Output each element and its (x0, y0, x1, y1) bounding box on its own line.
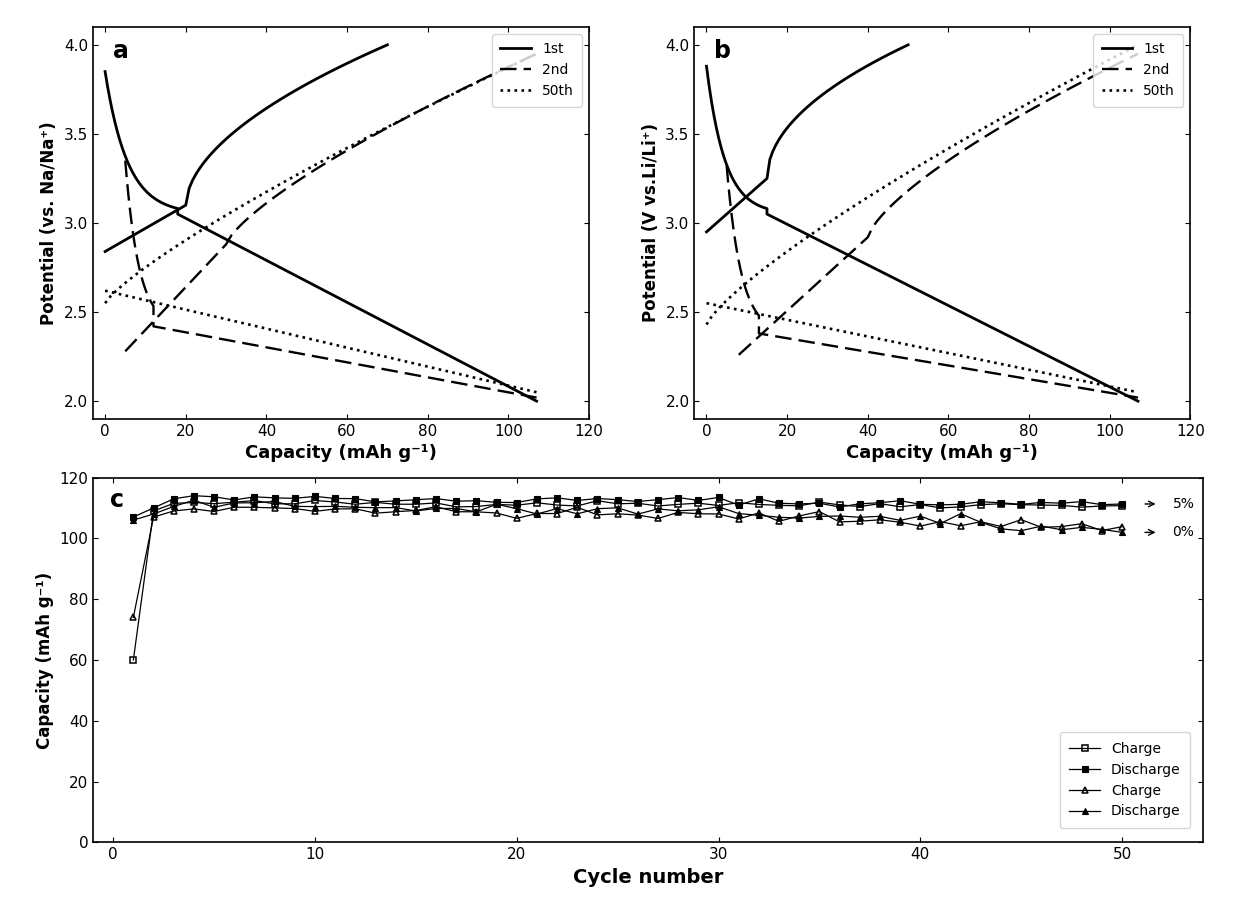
X-axis label: Capacity (mAh g⁻¹): Capacity (mAh g⁻¹) (847, 444, 1038, 462)
Y-axis label: Potential (V vs.Li/Li⁺): Potential (V vs.Li/Li⁺) (642, 123, 660, 323)
Y-axis label: Capacity (mAh g⁻¹): Capacity (mAh g⁻¹) (36, 571, 53, 749)
Text: b: b (714, 39, 732, 63)
Legend: 1st, 2nd, 50th: 1st, 2nd, 50th (492, 34, 582, 106)
Text: a: a (113, 39, 129, 63)
Text: c: c (109, 488, 124, 513)
Y-axis label: Potential (vs. Na/Na⁺): Potential (vs. Na/Na⁺) (41, 122, 58, 324)
Legend: 1st, 2nd, 50th: 1st, 2nd, 50th (1094, 34, 1183, 106)
X-axis label: Capacity (mAh g⁻¹): Capacity (mAh g⁻¹) (246, 444, 436, 462)
X-axis label: Cycle number: Cycle number (573, 868, 723, 887)
Legend: Charge, Discharge, Charge, Discharge: Charge, Discharge, Charge, Discharge (1059, 732, 1190, 828)
Text: 0%: 0% (1173, 525, 1194, 540)
Text: 5%: 5% (1173, 497, 1194, 511)
